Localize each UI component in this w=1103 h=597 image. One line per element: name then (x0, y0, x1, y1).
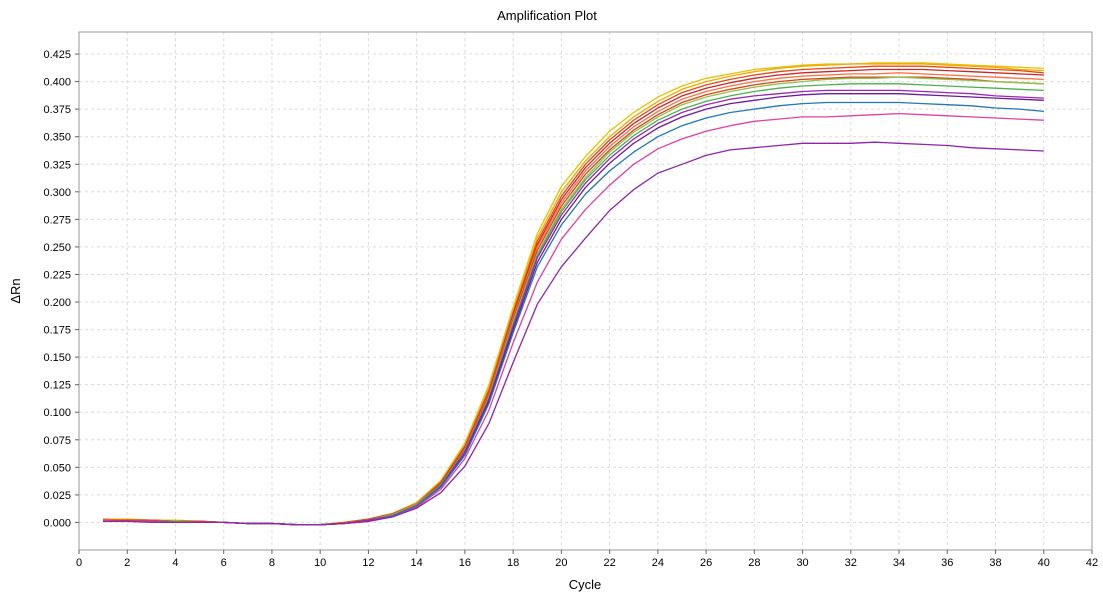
y-tick-label: 0.350 (43, 132, 71, 144)
y-tick-label: 0.250 (43, 242, 71, 254)
x-tick-label: 12 (362, 557, 374, 569)
series-group (103, 62, 1044, 526)
series-line (103, 101, 1044, 526)
y-tick-label: 0.025 (43, 490, 71, 502)
y-axis-label: ΔRn (8, 278, 23, 303)
series-line (103, 76, 1044, 526)
series-line (103, 141, 1044, 526)
x-tick-label: 8 (269, 557, 275, 569)
series-line (103, 65, 1044, 526)
x-tick-label: 14 (411, 557, 423, 569)
series-line (103, 72, 1044, 526)
grid (79, 32, 1092, 550)
y-tick-label: 0.050 (43, 462, 71, 474)
y-tick-label: 0.375 (43, 104, 71, 116)
x-tick-label: 38 (989, 557, 1001, 569)
series-line (103, 83, 1044, 526)
y-axis: 0.000 0.025 0.050 0.075 0.100 0.125 0.150 0.175… (43, 49, 79, 529)
y-tick-label: 0.400 (43, 77, 71, 89)
x-tick-label: 34 (893, 557, 905, 569)
y-tick-label: 0.000 (43, 517, 71, 529)
y-tick-label: 0.075 (43, 435, 71, 447)
y-tick-label: 0.225 (43, 269, 71, 281)
x-tick-label: 16 (459, 557, 471, 569)
x-tick-label: 28 (748, 557, 760, 569)
series-line (103, 63, 1044, 526)
x-tick-label: 22 (603, 557, 615, 569)
x-tick-label: 26 (700, 557, 712, 569)
plot-frame (78, 31, 1093, 551)
y-tick-label: 0.300 (43, 187, 71, 199)
y-tick-label: 0.175 (43, 325, 71, 337)
series-line (103, 89, 1044, 526)
series-line (103, 112, 1044, 526)
x-tick-label: 0 (76, 557, 82, 569)
x-axis: 0 2 4 6 8 10 12 14 16 18 20 22 24 26 28 30 32 34 36 38 40 42 (76, 550, 1098, 569)
x-tick-label: 18 (507, 557, 519, 569)
y-tick-label: 0.325 (43, 159, 71, 171)
x-tick-label: 42 (1086, 557, 1098, 569)
series-line (103, 68, 1044, 526)
x-tick-label: 36 (941, 557, 953, 569)
x-tick-label: 30 (796, 557, 808, 569)
series-line (103, 62, 1044, 526)
chart-title: Amplification Plot (497, 8, 597, 23)
x-tick-label: 32 (845, 557, 857, 569)
series-line (103, 76, 1044, 526)
x-tick-label: 4 (172, 557, 178, 569)
y-tick-label: 0.425 (43, 49, 71, 61)
y-tick-label: 0.200 (43, 297, 71, 309)
y-tick-label: 0.150 (43, 352, 71, 364)
y-tick-label: 0.100 (43, 407, 71, 419)
series-line (103, 93, 1044, 526)
x-tick-label: 40 (1038, 557, 1050, 569)
x-tick-label: 20 (555, 557, 567, 569)
x-tick-label: 2 (124, 557, 130, 569)
x-axis-label: Cycle (569, 577, 602, 592)
y-tick-label: 0.125 (43, 380, 71, 392)
y-tick-label: 0.275 (43, 214, 71, 226)
x-tick-label: 10 (314, 557, 326, 569)
x-tick-label: 24 (652, 557, 664, 569)
x-tick-label: 6 (221, 557, 227, 569)
